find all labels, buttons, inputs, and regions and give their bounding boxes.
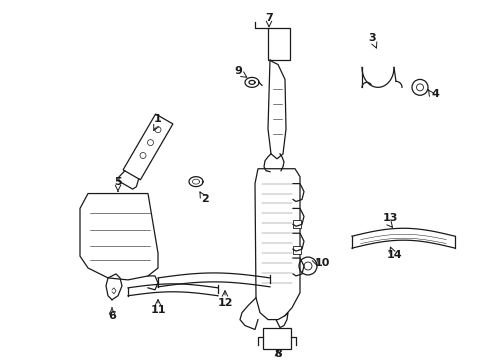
Text: 7: 7 xyxy=(264,13,272,23)
Text: 12: 12 xyxy=(217,298,232,308)
Text: 1: 1 xyxy=(154,114,162,124)
Bar xyxy=(263,328,290,349)
Text: 11: 11 xyxy=(150,305,165,315)
Text: 9: 9 xyxy=(234,67,242,76)
Text: 3: 3 xyxy=(367,33,375,43)
Text: 13: 13 xyxy=(382,213,397,223)
Text: 6: 6 xyxy=(108,311,116,321)
Text: 14: 14 xyxy=(386,250,402,260)
Bar xyxy=(292,246,301,254)
Text: 2: 2 xyxy=(201,194,208,203)
Bar xyxy=(267,28,289,59)
Text: 5: 5 xyxy=(114,177,122,186)
Text: 8: 8 xyxy=(274,349,281,359)
Text: 4: 4 xyxy=(430,89,438,99)
Text: 10: 10 xyxy=(314,258,329,268)
Bar xyxy=(292,220,301,228)
